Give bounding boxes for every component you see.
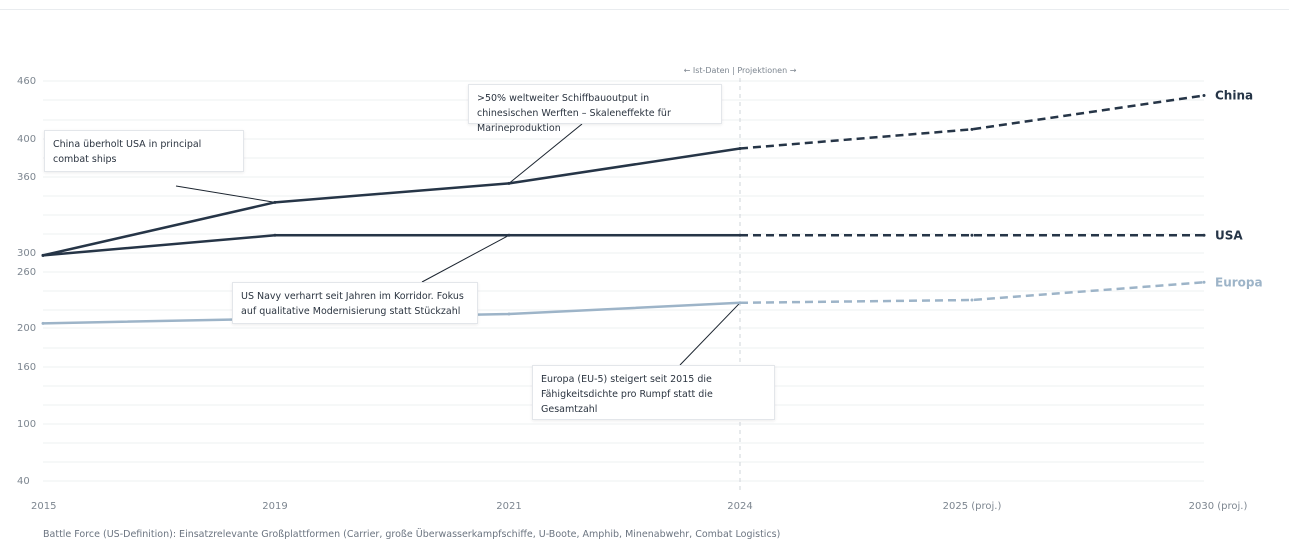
data-point <box>738 147 742 150</box>
x-tick-label: 2015 <box>31 501 56 512</box>
annotation-china-overtakes: China überholt USA in principal combat s… <box>44 130 244 172</box>
annotation-europe: Europa (EU-5) steigert seit 2015 die Fäh… <box>532 365 775 420</box>
data-point <box>1202 233 1206 237</box>
y-tick-label: 100 <box>17 419 36 430</box>
annotation-shipbuilding: >50% weltweiter Schiffbauoutput in chine… <box>468 84 722 134</box>
leader-line <box>508 123 583 184</box>
data-point <box>970 127 974 131</box>
leader-line <box>421 234 510 283</box>
leader-line <box>679 302 741 366</box>
x-tick-label: 2021 <box>496 501 521 512</box>
x-tick-label: 2024 <box>727 501 752 512</box>
annotation-us-navy: US Navy verharrt seit Jahren im Korridor… <box>232 282 478 324</box>
data-point <box>273 200 277 204</box>
series-lines <box>41 94 1206 325</box>
series-projection-china <box>739 94 1205 150</box>
annotation-text: Europa (EU-5) steigert seit 2015 die Fäh… <box>541 374 713 415</box>
data-point <box>1202 94 1206 97</box>
series-label-china: China <box>1215 89 1253 103</box>
series-line-china <box>42 147 741 257</box>
series-labels: China USA Europa <box>1215 89 1263 290</box>
data-point <box>41 253 45 257</box>
data-point <box>273 233 277 237</box>
annotation-text: US Navy verharrt seit Jahren im Korridor… <box>241 291 464 317</box>
data-point <box>970 233 974 237</box>
y-tick-label: 360 <box>17 172 36 183</box>
y-tick-label: 200 <box>17 323 36 334</box>
annotation-text: >50% weltweiter Schiffbauoutput in chine… <box>477 93 671 134</box>
annotation-text: China überholt USA in principal combat s… <box>53 139 202 165</box>
top-border <box>0 9 1289 10</box>
projection-divider: ← Ist-Daten | Projektionen → <box>684 66 797 490</box>
series-line-usa <box>42 234 740 257</box>
data-point <box>507 181 511 185</box>
axis-ticks: 460 400 360 300 260 200 160 100 40 2015 2019 2021 20… <box>17 76 1247 512</box>
data-point <box>738 233 742 237</box>
series-label-europa: Europa <box>1215 275 1263 289</box>
y-tick-label: 160 <box>17 362 36 373</box>
y-tick-label: 460 <box>17 76 36 87</box>
leader-line <box>175 185 276 203</box>
data-point <box>1202 280 1206 284</box>
y-tick-label: 400 <box>17 134 36 145</box>
x-tick-label: 2019 <box>262 501 287 512</box>
y-tick-label: 40 <box>17 476 30 487</box>
x-tick-label: 2030 (proj.) <box>1189 501 1248 512</box>
y-tick-label: 300 <box>17 248 36 259</box>
data-point <box>738 301 742 305</box>
divider-label: ← Ist-Daten | Projektionen → <box>684 66 797 75</box>
footnote: Battle Force (US-Definition): Einsatzrel… <box>43 529 781 540</box>
y-tick-label: 260 <box>17 267 36 278</box>
series-label-usa: USA <box>1215 228 1243 242</box>
data-point <box>970 298 974 302</box>
x-tick-label: 2025 (proj.) <box>943 501 1002 512</box>
data-point <box>507 312 511 316</box>
data-point <box>507 233 511 237</box>
data-point <box>41 321 45 325</box>
annotation-leaders <box>175 123 741 366</box>
